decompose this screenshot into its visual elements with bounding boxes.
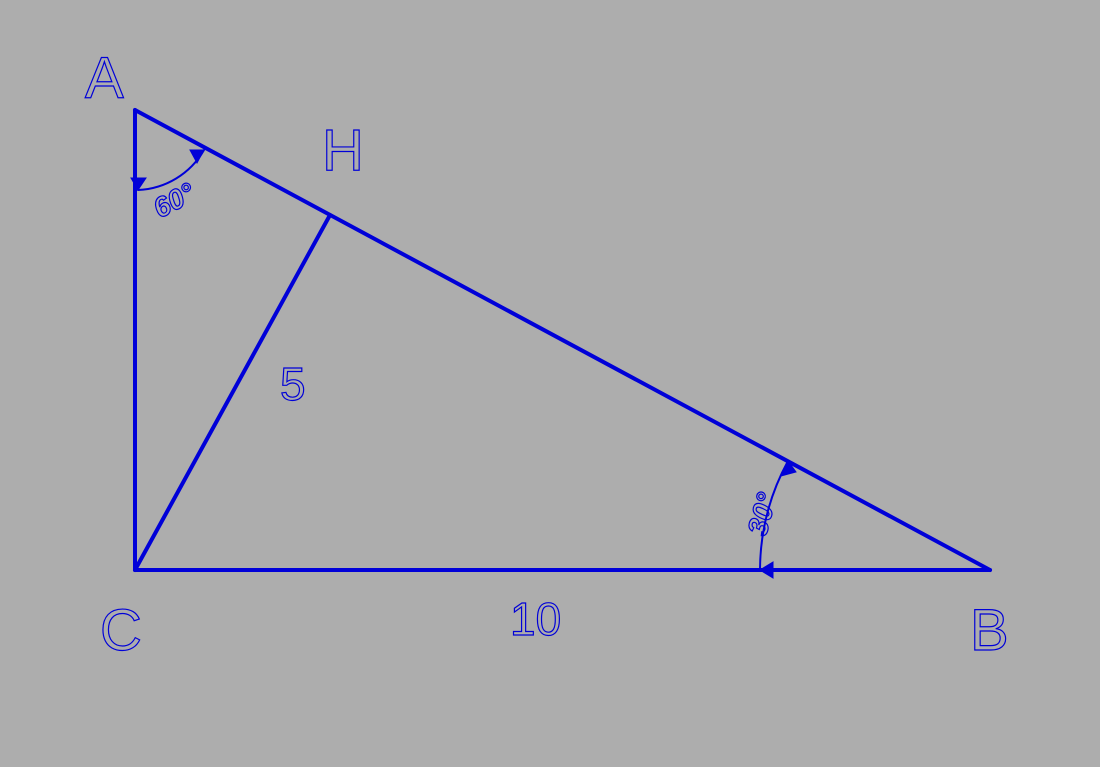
vertex-label-C: C: [100, 598, 143, 663]
triangle-diagram: A B C H 5 10 60° 30°: [0, 0, 1100, 767]
angle-arc-A-arrow2: [190, 150, 204, 163]
angle-label-B: 30°: [742, 489, 783, 539]
angle-label-A: 60°: [148, 176, 201, 224]
vertex-label-A: A: [85, 46, 125, 111]
angle-arc-B-arrow1: [760, 562, 773, 578]
side-label-CH: 5: [280, 358, 306, 410]
vertex-label-B: B: [970, 598, 1010, 663]
side-label-CB: 10: [510, 593, 561, 645]
vertex-label-H: H: [322, 118, 365, 183]
